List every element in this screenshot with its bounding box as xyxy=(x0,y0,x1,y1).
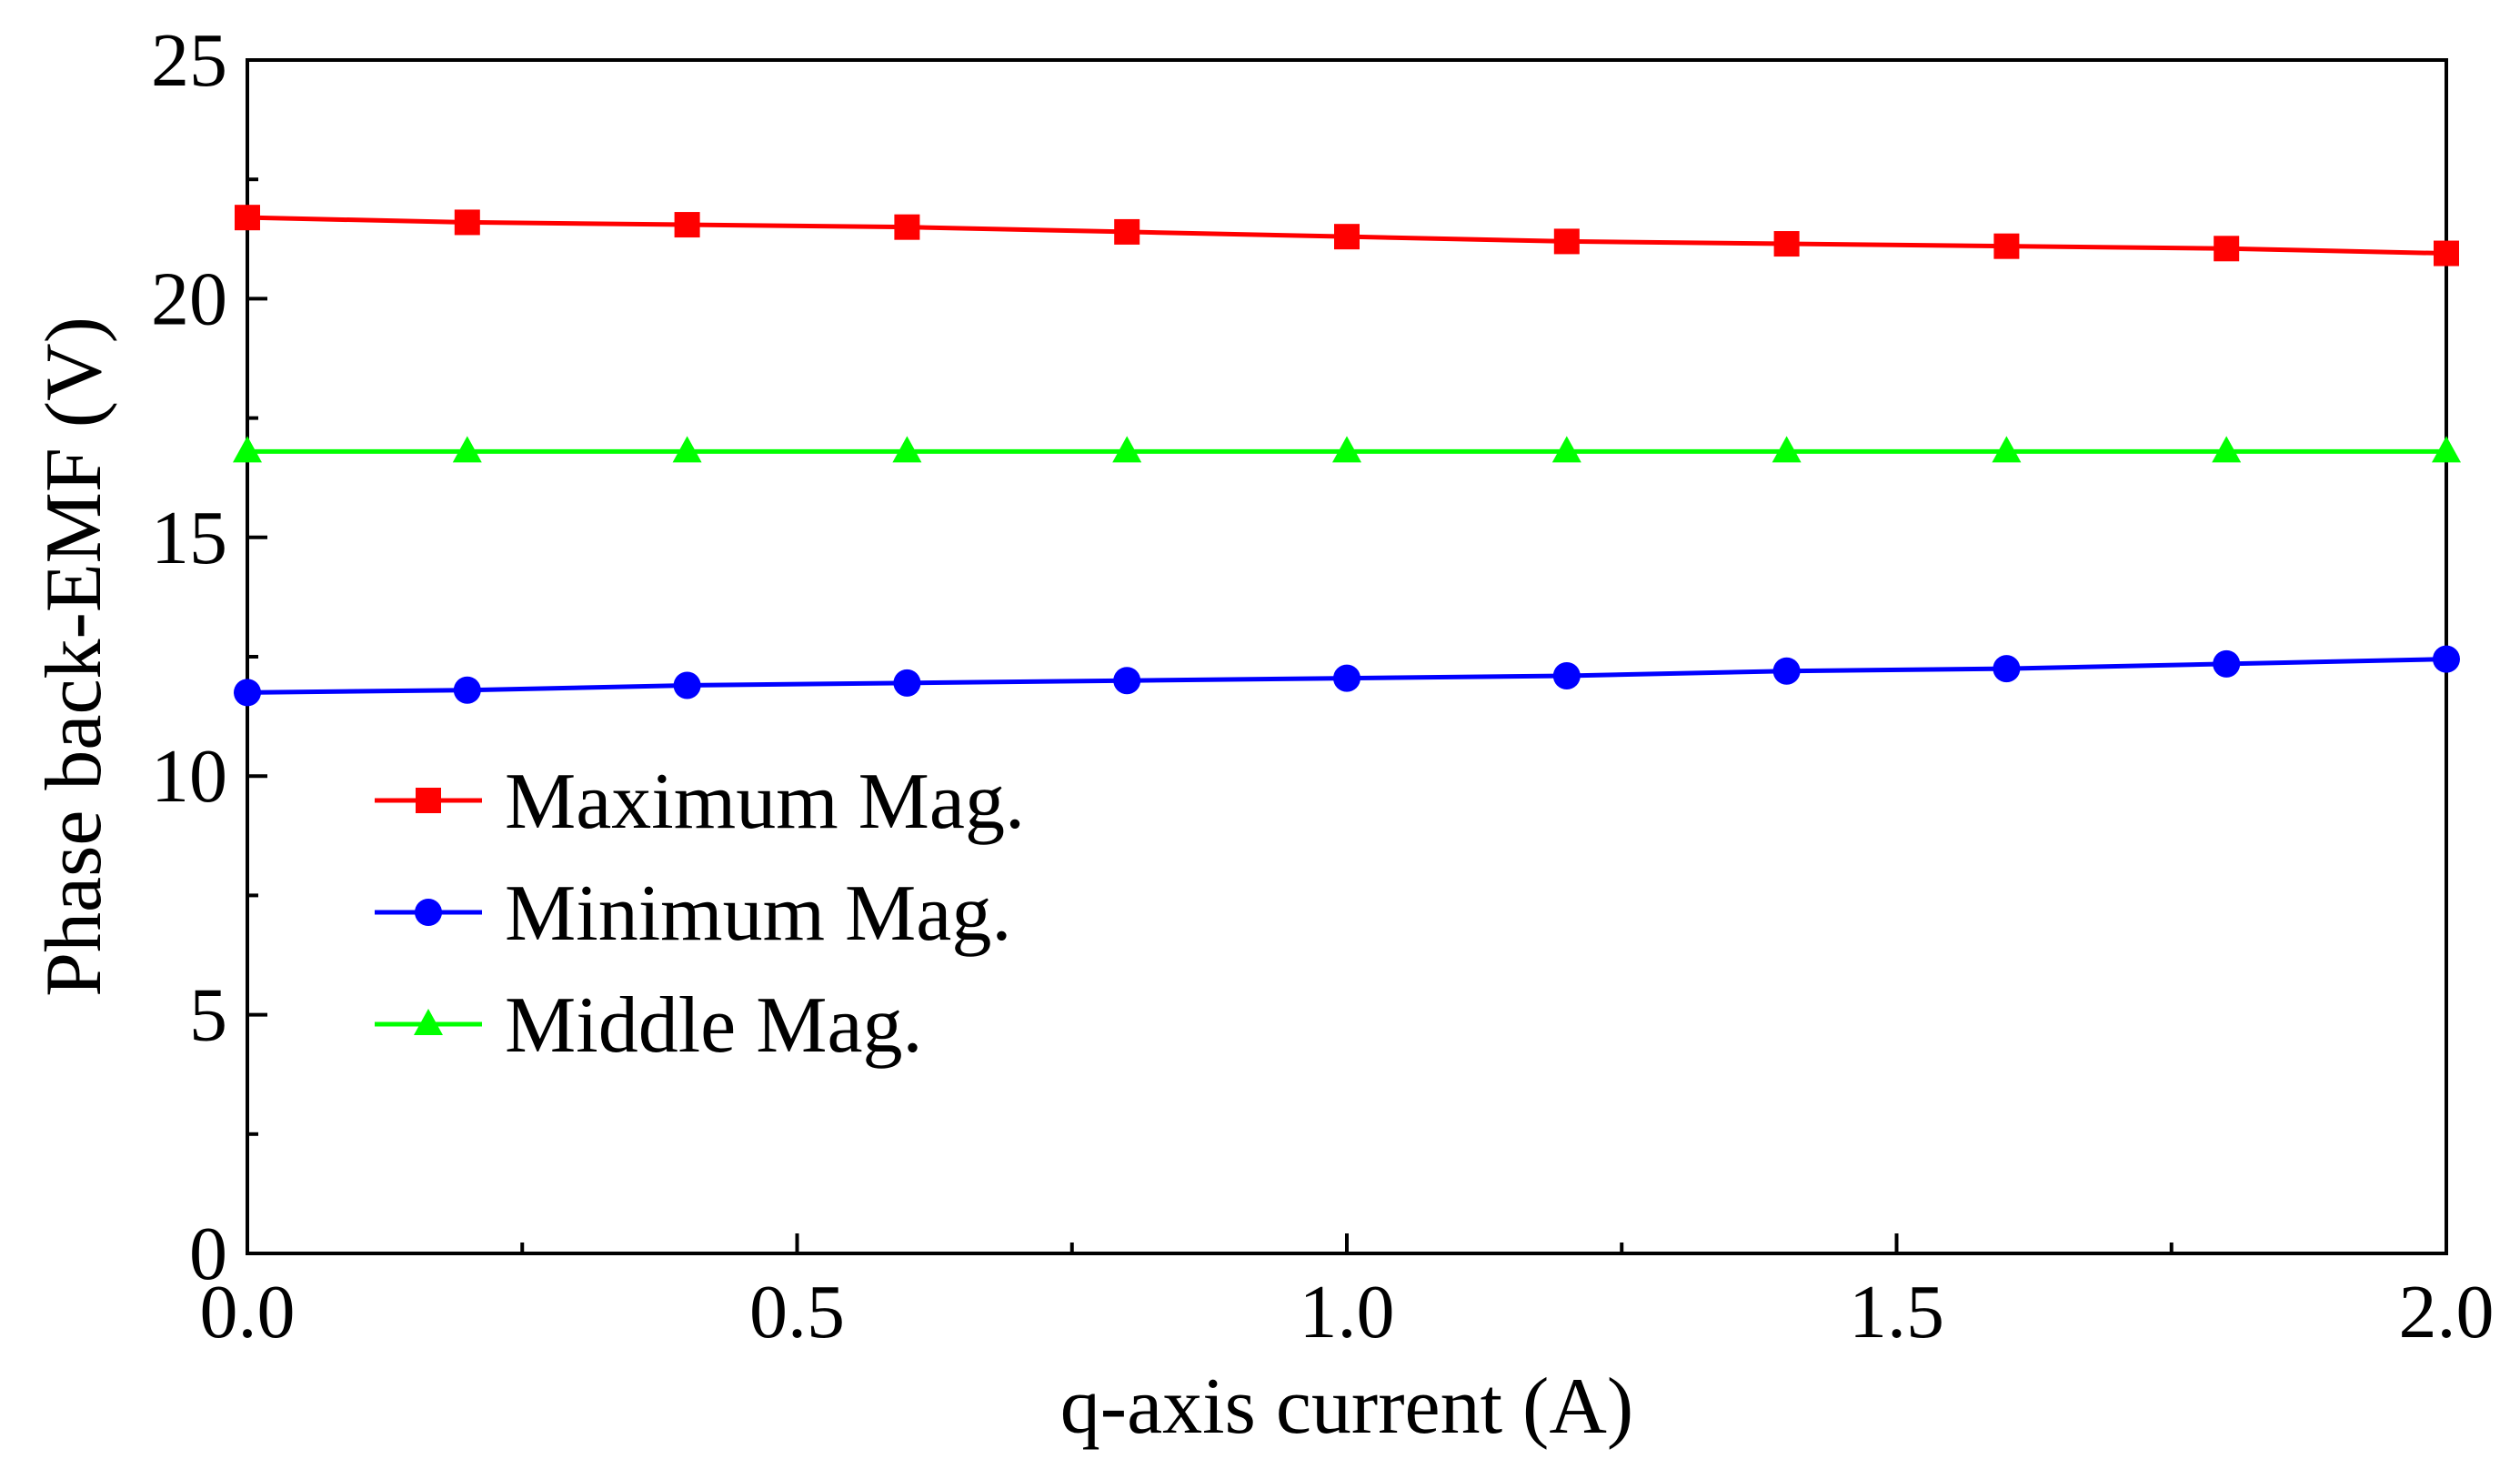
axes-layer: 0.0 0.5 1.0 1.5 2.0 0 5 10 15 20 25 xyxy=(151,18,2495,1354)
x-axis-title: q-axis current (A) xyxy=(1060,1363,1633,1451)
y-tick-label: 10 xyxy=(151,734,227,819)
data-point-middle-mag xyxy=(1772,436,1802,463)
x-tick-label: 1.0 xyxy=(1300,1270,1395,1354)
y-tick-label: 0 xyxy=(189,1212,227,1296)
y-tick-label: 15 xyxy=(151,496,227,580)
series-maximum-mag xyxy=(235,205,2459,267)
legend-marker-maximum-mag xyxy=(416,788,441,813)
data-point-minimum-mag xyxy=(1993,655,2021,683)
legend-marker-middle-mag xyxy=(414,1009,443,1035)
x-tick-label: 0.0 xyxy=(200,1270,296,1354)
data-point-minimum-mag xyxy=(234,679,261,707)
series-minimum-mag xyxy=(234,645,2460,707)
data-point-maximum-mag xyxy=(2434,240,2459,267)
data-point-middle-mag xyxy=(2212,436,2242,463)
data-point-maximum-mag xyxy=(2214,236,2240,262)
data-point-middle-mag xyxy=(1992,436,2022,463)
y-tick-label: 5 xyxy=(189,973,227,1058)
data-point-maximum-mag xyxy=(1773,231,1800,257)
data-point-maximum-mag xyxy=(235,205,260,231)
legend-label-maximum-mag: Maximum Mag. xyxy=(505,758,1025,846)
data-point-maximum-mag xyxy=(1114,218,1140,245)
data-point-middle-mag xyxy=(233,436,262,463)
data-point-maximum-mag xyxy=(894,214,920,240)
data-point-middle-mag xyxy=(892,436,922,463)
y-tick-label: 20 xyxy=(151,257,227,341)
legend-item-middle-mag: Middle Mag. xyxy=(375,981,923,1070)
data-point-maximum-mag xyxy=(1993,233,2020,259)
data-point-middle-mag xyxy=(1332,436,1361,463)
legend-label-middle-mag: Middle Mag. xyxy=(505,981,923,1070)
y-axis-title: Phase back-EMF (V) xyxy=(30,317,118,997)
data-point-minimum-mag xyxy=(2213,649,2241,678)
data-point-minimum-mag xyxy=(1333,664,1360,692)
data-point-maximum-mag xyxy=(674,212,700,238)
x-tick-label: 1.5 xyxy=(1849,1270,1944,1354)
data-point-minimum-mag xyxy=(1772,657,1801,685)
legend-item-maximum-mag: Maximum Mag. xyxy=(375,758,1025,846)
y-tick-label: 25 xyxy=(151,18,227,103)
legend-label-minimum-mag: Minimum Mag. xyxy=(505,870,1011,958)
data-point-maximum-mag xyxy=(1334,224,1360,250)
x-tick-label: 2.0 xyxy=(2399,1270,2495,1354)
legend-item-minimum-mag: Minimum Mag. xyxy=(375,870,1011,958)
data-point-minimum-mag xyxy=(1552,661,1581,689)
legend: Maximum Mag. Minimum Mag. Middle Mag. xyxy=(375,758,1025,1070)
data-point-minimum-mag xyxy=(453,676,481,704)
data-point-middle-mag xyxy=(672,436,702,463)
data-point-maximum-mag xyxy=(454,209,480,236)
data-point-minimum-mag xyxy=(2433,645,2460,673)
series-middle-mag xyxy=(233,436,2461,463)
data-point-middle-mag xyxy=(1112,436,1142,463)
data-point-minimum-mag xyxy=(673,671,701,699)
data-point-middle-mag xyxy=(1551,436,1581,463)
data-point-middle-mag xyxy=(2432,436,2461,463)
legend-marker-minimum-mag xyxy=(415,899,442,926)
data-point-minimum-mag xyxy=(893,669,921,697)
series-layer xyxy=(233,205,2461,707)
x-tick-label: 0.5 xyxy=(749,1270,845,1354)
data-point-minimum-mag xyxy=(1113,667,1141,695)
data-point-maximum-mag xyxy=(1553,228,1580,255)
data-point-middle-mag xyxy=(452,436,482,463)
